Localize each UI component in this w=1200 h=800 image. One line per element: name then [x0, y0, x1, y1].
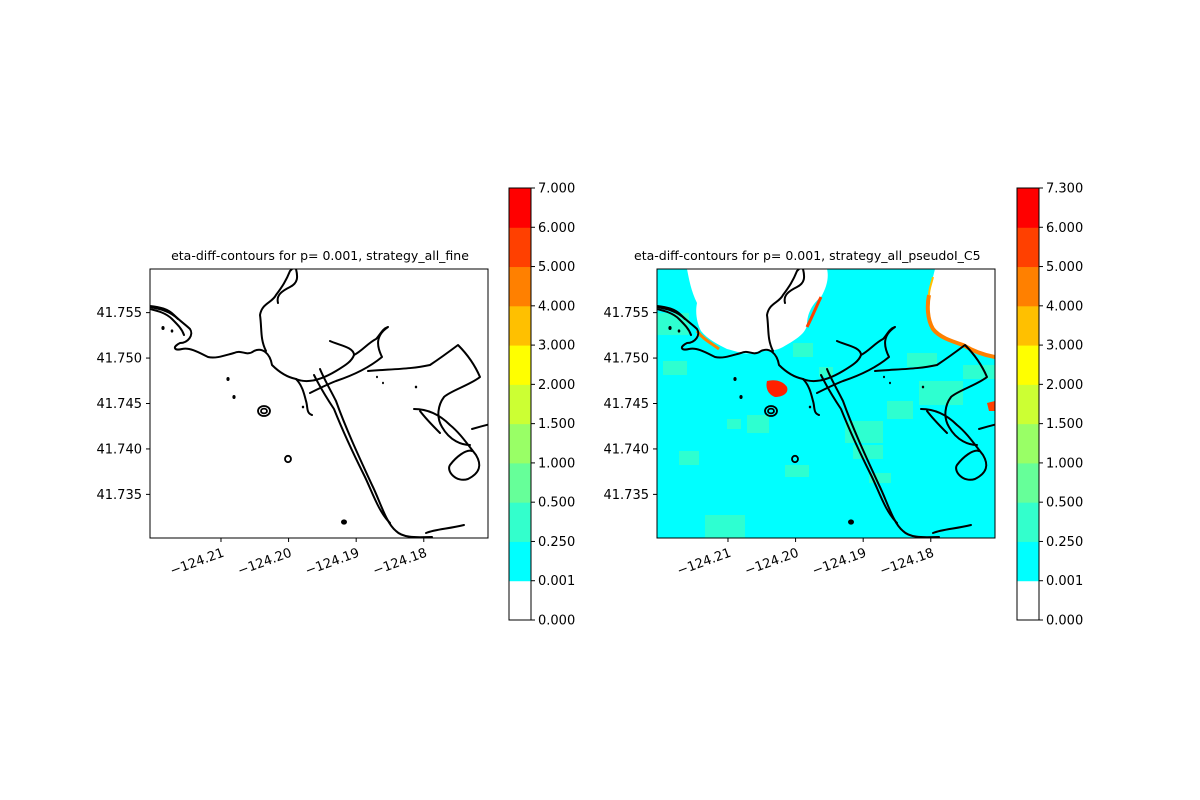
left-plot-area	[150, 269, 488, 538]
colorbar-band	[509, 423, 531, 464]
colorbar-band	[1017, 384, 1039, 425]
right-field-patches	[657, 313, 995, 538]
colorbar-tick-label: 6.000	[1046, 221, 1083, 236]
y-tick-label: 41.755	[604, 306, 650, 321]
colorbar-band	[509, 580, 531, 621]
left-panel: eta-diff-contours for p= 0.001, strategy…	[97, 182, 576, 629]
colorbar-band	[1017, 188, 1039, 228]
colorbar-tick-label: 1.000	[1046, 456, 1083, 471]
colorbar-band	[1017, 462, 1039, 503]
colorbar-tick-label: 0.250	[1046, 535, 1083, 550]
right-fringe-orange-northeast	[925, 294, 995, 359]
colorbar-tick-label: 0.001	[538, 574, 575, 589]
x-tick-label: −124.18	[878, 546, 936, 579]
y-tick-label: 41.735	[604, 488, 650, 503]
colorbar-tick-label: 1.000	[538, 456, 575, 471]
colorbar-tick-label: 2.000	[1046, 378, 1083, 393]
colorbar-tick-label: 2.000	[538, 378, 575, 393]
colorbar-tick-label: 4.000	[538, 299, 575, 314]
left-x-axis: −124.21 −124.20 −124.19 −124.18	[168, 538, 429, 579]
colorbar-band	[1017, 227, 1039, 268]
x-tick-label: −124.21	[168, 546, 226, 579]
colorbar-tick-label: 7.300	[1046, 182, 1083, 197]
colorbar-band	[509, 462, 531, 503]
colorbar-band	[1017, 266, 1039, 307]
right-title: eta-diff-contours for p= 0.001, strategy…	[634, 248, 981, 263]
colorbar-tick-label: 1.500	[1046, 417, 1083, 432]
y-tick-label: 41.740	[97, 442, 143, 457]
right-plot-area	[657, 269, 995, 538]
left-title: eta-diff-contours for p= 0.001, strategy…	[171, 248, 469, 263]
left-field-background	[150, 269, 488, 538]
right-panel: eta-diff-contours for p= 0.001, strategy…	[604, 182, 1084, 629]
left-y-axis: 41.735 41.740 41.745 41.750 41.755	[97, 306, 150, 503]
y-tick-label: 41.750	[604, 352, 650, 367]
colorbar-tick-label: 7.000	[538, 182, 575, 197]
colorbar-tick-label: 5.000	[538, 260, 575, 275]
right-fringe-red-mid	[766, 380, 788, 397]
right-colorbar: 0.000 0.001 0.250 0.500 1.000 1.500 2.000 3.000…	[1016, 182, 1083, 629]
x-tick-label: −124.19	[810, 546, 868, 579]
colorbar-frame	[508, 187, 532, 621]
colorbar-band	[1017, 305, 1039, 346]
y-tick-label: 41.735	[97, 488, 143, 503]
colorbar-tick-label: 0.250	[538, 535, 575, 550]
colorbar-band	[1017, 345, 1039, 385]
colorbar-tick-label: 3.000	[1046, 339, 1083, 354]
colorbar-band	[509, 345, 531, 385]
right-fringe-red-east	[987, 401, 995, 411]
colorbar-band	[509, 188, 531, 228]
colorbar-tick-label: 0.000	[538, 614, 575, 629]
colorbar-tick-label: 4.000	[1046, 299, 1083, 314]
y-tick-label: 41.745	[604, 397, 650, 412]
colorbar-band	[1017, 541, 1039, 582]
colorbar-tick-label: 6.000	[538, 221, 575, 236]
right-y-axis: 41.735 41.740 41.745 41.750 41.755	[604, 306, 657, 503]
colorbar-tick-label: 0.001	[1046, 574, 1083, 589]
y-tick-label: 41.745	[97, 397, 143, 412]
right-fringe-red-north	[805, 296, 823, 328]
colorbar-band	[509, 541, 531, 582]
x-tick-label: −124.21	[675, 546, 733, 579]
colorbar-frame	[1016, 187, 1040, 621]
colorbar-band	[509, 384, 531, 425]
left-colorbar: 0.000 0.001 0.250 0.500 1.000 1.500 2.000 3.000…	[508, 182, 575, 629]
x-tick-label: −124.19	[303, 546, 361, 579]
y-tick-label: 41.740	[604, 442, 650, 457]
colorbar-band	[509, 266, 531, 307]
x-tick-label: −124.20	[236, 546, 294, 579]
colorbar-band	[509, 502, 531, 542]
colorbar-band	[1017, 423, 1039, 464]
right-x-axis: −124.21 −124.20 −124.19 −124.18	[675, 538, 936, 579]
colorbar-tick-label: 0.000	[1046, 614, 1083, 629]
colorbar-tick-label: 3.000	[538, 339, 575, 354]
x-tick-label: −124.20	[743, 546, 801, 579]
colorbar-band	[509, 305, 531, 346]
x-tick-label: −124.18	[371, 546, 429, 579]
y-tick-label: 41.750	[97, 352, 143, 367]
colorbar-tick-label: 1.500	[538, 417, 575, 432]
colorbar-tick-label: 0.500	[538, 496, 575, 511]
right-fringe-yellow-northeast	[928, 276, 934, 296]
colorbar-tick-label: 5.000	[1046, 260, 1083, 275]
colorbar-tick-label: 0.500	[1046, 496, 1083, 511]
y-tick-label: 41.755	[97, 306, 143, 321]
right-field-land-northeast	[927, 269, 995, 357]
colorbar-band	[1017, 580, 1039, 621]
colorbar-band	[509, 227, 531, 268]
colorbar-band	[1017, 502, 1039, 542]
